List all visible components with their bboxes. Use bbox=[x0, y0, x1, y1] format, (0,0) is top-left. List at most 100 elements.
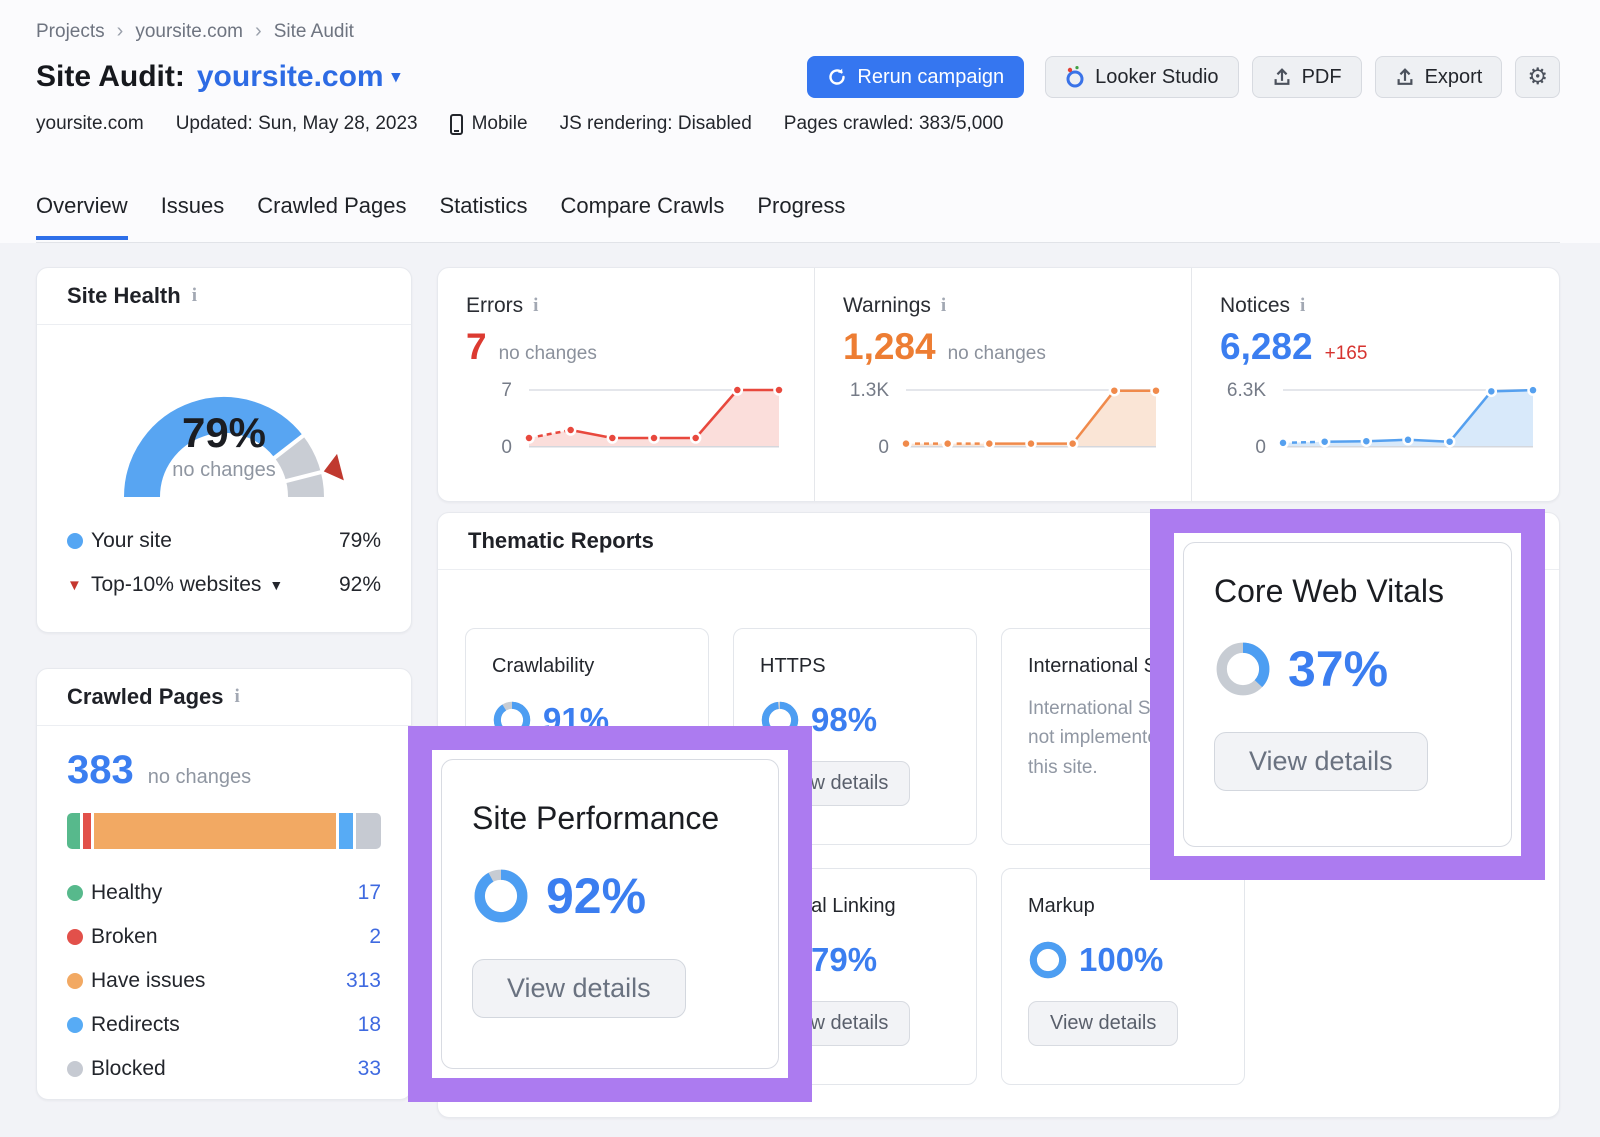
bar-segment[interactable] bbox=[355, 813, 381, 849]
page-title: Site Audit: bbox=[36, 60, 185, 93]
breadcrumb: Projects › yoursite.com › Site Audit bbox=[36, 20, 354, 43]
legend-label: Broken bbox=[91, 925, 158, 948]
breadcrumb-current: Site Audit bbox=[273, 20, 354, 42]
meta-row: yoursite.com Updated: Sun, May 28, 2023 … bbox=[36, 113, 1004, 135]
chevron-right-icon: › bbox=[255, 20, 262, 42]
tab-bar-divider bbox=[36, 242, 1560, 243]
tab-compare-crawls[interactable]: Compare Crawls bbox=[560, 193, 725, 218]
have-issues-count-link[interactable]: 313 bbox=[345, 969, 381, 992]
crawled-pages-legend: Healthy 17 Broken 2 Have issues 313 Redi… bbox=[67, 871, 381, 1091]
blocked-count-link[interactable]: 33 bbox=[357, 1057, 381, 1080]
markup-donut bbox=[1028, 940, 1068, 980]
meta-device-label: Mobile bbox=[471, 113, 528, 134]
legend-value: 92% bbox=[338, 573, 381, 596]
tab-issues[interactable]: Issues bbox=[160, 193, 225, 218]
errors-trend-chart bbox=[522, 380, 786, 463]
refresh-icon bbox=[827, 67, 847, 87]
legend-row-have-issues: Have issues 313 bbox=[67, 959, 381, 1003]
pdf-button[interactable]: PDF bbox=[1251, 56, 1362, 98]
export-label: Export bbox=[1424, 65, 1483, 88]
chevron-right-icon: › bbox=[116, 20, 124, 42]
gray-dot-icon bbox=[67, 1061, 83, 1077]
markup-card: Markup 100% View details bbox=[1001, 868, 1245, 1085]
site-health-score: 79% bbox=[181, 409, 267, 456]
header-band bbox=[0, 0, 1600, 243]
healthy-count-link[interactable]: 17 bbox=[357, 881, 381, 904]
broken-count-link[interactable]: 2 bbox=[369, 925, 381, 948]
y-axis-zero-label: 0 bbox=[878, 437, 889, 458]
site-performance-card: Site Performance 92% View details bbox=[441, 759, 779, 1069]
errors-title: Errors bbox=[466, 294, 524, 317]
site-performance-view-details-button[interactable]: View details bbox=[472, 959, 686, 1018]
export-button[interactable]: Export bbox=[1374, 56, 1503, 98]
https-title: HTTPS bbox=[760, 655, 826, 677]
warnings-trend-chart bbox=[899, 380, 1163, 463]
legend-row-blocked: Blocked 33 bbox=[67, 1047, 381, 1091]
notices-title: Notices bbox=[1220, 294, 1291, 317]
site-health-panel: Site Health i 79% no changes Your site 7… bbox=[36, 267, 412, 633]
site-health-title: Site Health bbox=[67, 283, 181, 308]
legend-row-redirects: Redirects 18 bbox=[67, 1003, 381, 1047]
core-web-vitals-card: Core Web Vitals 37% View details bbox=[1183, 542, 1512, 847]
site-health-change: no changes bbox=[172, 459, 276, 481]
rerun-campaign-button[interactable]: Rerun campaign bbox=[807, 56, 1025, 98]
upload-icon bbox=[1272, 67, 1292, 87]
info-icon[interactable]: i bbox=[1300, 295, 1306, 316]
info-icon[interactable]: i bbox=[234, 686, 240, 707]
meta-js-rendering: JS rendering: Disabled bbox=[559, 113, 752, 134]
looker-studio-label: Looker Studio bbox=[1095, 65, 1219, 88]
chevron-down-icon[interactable]: ▼ bbox=[269, 577, 284, 593]
site-health-header: Site Health i bbox=[37, 268, 411, 325]
errors-count: 7 bbox=[466, 326, 487, 367]
looker-studio-button[interactable]: Looker Studio bbox=[1045, 56, 1239, 98]
core-web-vitals-percent: 37% bbox=[1288, 641, 1389, 697]
thematic-reports-title: Thematic Reports bbox=[468, 528, 654, 553]
markup-title: Markup bbox=[1028, 895, 1095, 917]
bar-segment[interactable] bbox=[93, 813, 336, 849]
redirects-count-link[interactable]: 18 bbox=[357, 1013, 381, 1036]
https-percent: 98% bbox=[811, 701, 878, 738]
settings-button[interactable]: ⚙ bbox=[1515, 56, 1560, 98]
meta-domain: yoursite.com bbox=[36, 113, 144, 134]
site-health-gauge: 79% no changes bbox=[74, 347, 374, 507]
site-performance-title: Site Performance bbox=[472, 800, 720, 836]
errors-section: Errors i 7 no changes 7 0 bbox=[438, 268, 814, 501]
tab-crawled-pages[interactable]: Crawled Pages bbox=[257, 193, 407, 218]
legend-label: Redirects bbox=[91, 1013, 180, 1036]
markup-view-details-button[interactable]: View details bbox=[1028, 1001, 1179, 1046]
info-icon[interactable]: i bbox=[533, 295, 539, 316]
legend-label: Your site bbox=[91, 529, 172, 552]
project-selector[interactable]: yoursite.com ▾ bbox=[197, 60, 400, 94]
core-web-vitals-view-details-button[interactable]: View details bbox=[1214, 732, 1428, 791]
bar-segment[interactable] bbox=[83, 813, 91, 849]
notices-section: Notices i 6,282 +165 6.3K 0 bbox=[1191, 268, 1568, 501]
legend-label: Top-10% websites bbox=[91, 573, 262, 596]
y-axis-max-label: 7 bbox=[501, 380, 512, 401]
tab-statistics[interactable]: Statistics bbox=[439, 193, 528, 218]
crawled-pages-stacked-bar bbox=[67, 813, 381, 849]
y-axis-max-label: 1.3K bbox=[849, 380, 889, 401]
thematic-reports-header: Thematic Reports bbox=[438, 513, 1559, 570]
warnings-count: 1,284 bbox=[843, 326, 936, 367]
crawled-pages-change: no changes bbox=[147, 766, 252, 788]
orange-dot-icon bbox=[67, 973, 83, 989]
tab-progress[interactable]: Progress bbox=[757, 193, 846, 218]
info-icon[interactable]: i bbox=[940, 295, 947, 316]
y-axis-zero-label: 0 bbox=[501, 437, 512, 458]
tab-overview[interactable]: Overview bbox=[36, 193, 128, 240]
breadcrumb-project[interactable]: yoursite.com bbox=[135, 20, 244, 42]
notices-count: 6,282 bbox=[1220, 326, 1313, 367]
crawlability-title: Crawlability bbox=[492, 655, 595, 677]
info-icon[interactable]: i bbox=[191, 285, 197, 306]
bar-segment[interactable] bbox=[67, 813, 81, 849]
internal-linking-percent: 79% bbox=[811, 941, 878, 978]
bar-segment[interactable] bbox=[338, 813, 353, 849]
crawled-pages-panel: Crawled Pages i 383 no changes Healthy 1… bbox=[36, 668, 412, 1100]
legend-label: Have issues bbox=[91, 969, 206, 992]
meta-pages-crawled: Pages crawled: 383/5,000 bbox=[783, 113, 1004, 134]
core-web-vitals-title: Core Web Vitals bbox=[1214, 573, 1445, 609]
breadcrumb-projects[interactable]: Projects bbox=[36, 20, 105, 42]
markup-percent: 100% bbox=[1079, 941, 1164, 978]
site-performance-donut bbox=[472, 867, 530, 925]
